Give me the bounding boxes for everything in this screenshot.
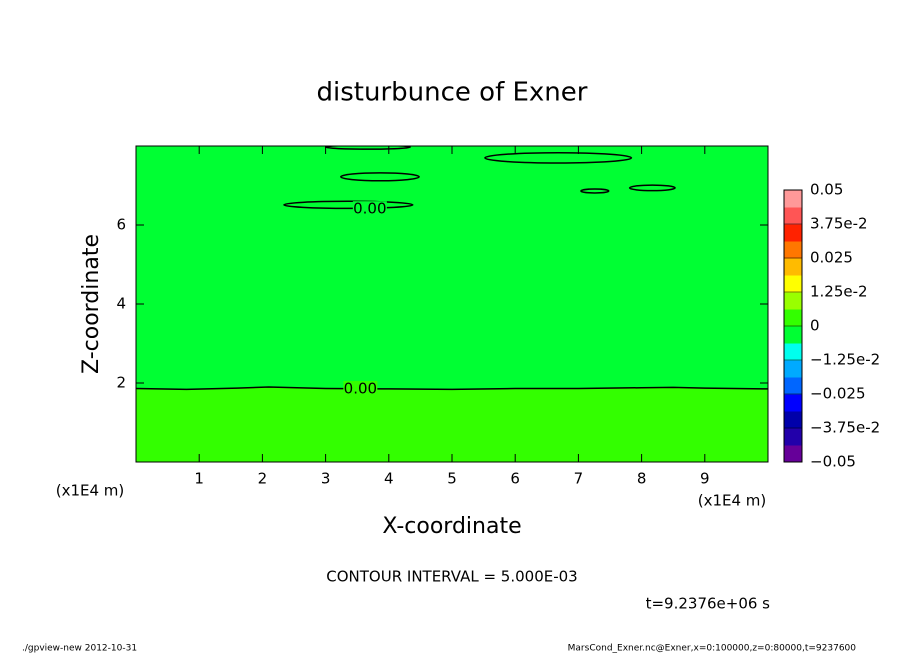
colorbar-band (784, 258, 802, 276)
y-axis-label: Z-coordinate (79, 234, 104, 374)
x-tick-label: 1 (194, 470, 204, 488)
colorbar-band (784, 377, 802, 395)
x-tick-label: 8 (637, 470, 647, 488)
x-axis-label: X-coordinate (382, 514, 521, 539)
colorbar-tick-label: 0 (810, 317, 820, 335)
colorbar-band (784, 292, 802, 310)
colorbar-band (784, 309, 802, 327)
contour-line (136, 386, 768, 391)
colorbar-tick-label: −1.25e-2 (810, 351, 880, 369)
x-unit: (x1E4 m) (56, 482, 125, 500)
x-tick-label: 5 (447, 470, 457, 488)
colorbar-band (784, 275, 802, 293)
colorbar-band (784, 360, 802, 378)
plot-area: 0.00 0.00 (136, 146, 768, 462)
colorbar-band (784, 224, 802, 242)
footer-right: MarsCond_Exner.nc@Exner,x=0:100000,z=0:8… (568, 644, 857, 654)
contour-label: 0.00 (344, 379, 377, 397)
colorbar-tick-label: 0.025 (810, 249, 853, 267)
x-tick-label: 4 (384, 470, 394, 488)
time-label: t=9.2376e+06 s (646, 595, 771, 613)
contour-ellipse (484, 151, 633, 164)
x-tick-label: 3 (321, 470, 331, 488)
contour-interval: CONTOUR INTERVAL = 5.000E-03 (326, 568, 577, 586)
y-tick-label: 2 (116, 374, 126, 392)
contour-ellipse (340, 172, 420, 182)
contour-ellipse (580, 188, 610, 194)
x-tick-label: 2 (258, 470, 268, 488)
contour-label: 0.00 (353, 200, 386, 218)
colorbar-tick-label: −0.05 (810, 453, 856, 471)
label-bg (343, 380, 378, 397)
contour-ellipse (283, 200, 414, 210)
colorbar-tick-label: 1.25e-2 (810, 283, 868, 301)
x-tick-label: 7 (574, 470, 584, 488)
colorbar-band (784, 326, 802, 344)
colorbar-tick-label: 0.05 (810, 181, 843, 199)
chart-title: disturbunce of Exner (317, 78, 588, 108)
colorbar-band (784, 445, 802, 463)
y-tick-label: 6 (116, 216, 126, 234)
colorbar-band (784, 241, 802, 259)
colorbar-tick-label: −0.025 (810, 385, 866, 403)
colorbar-band (784, 428, 802, 446)
footer-left: ./gpview-new 2012-10-31 (22, 644, 137, 654)
overlay: 1 2 3 4 5 6 7 8 9 2 4 6 0.05 3.75e-2 0.025 1.25e-2 0 −1.2… (116, 145, 880, 488)
contour-ellipse (628, 184, 676, 192)
x-tick-label: 9 (700, 470, 710, 488)
field-below (136, 386, 768, 462)
colorbar-band (784, 190, 802, 208)
label-bg (352, 201, 387, 218)
x-tick-label: 6 (510, 470, 520, 488)
x-unit: (x1E4 m) (698, 492, 767, 510)
colorbar-band (784, 411, 802, 429)
colorbar-band (784, 343, 802, 361)
colorbar-band (784, 207, 802, 225)
colorbar-tick-label: 3.75e-2 (810, 215, 868, 233)
colorbar-band (784, 394, 802, 412)
y-tick-label: 4 (116, 295, 126, 313)
colorbar-tick-label: −3.75e-2 (810, 419, 880, 437)
